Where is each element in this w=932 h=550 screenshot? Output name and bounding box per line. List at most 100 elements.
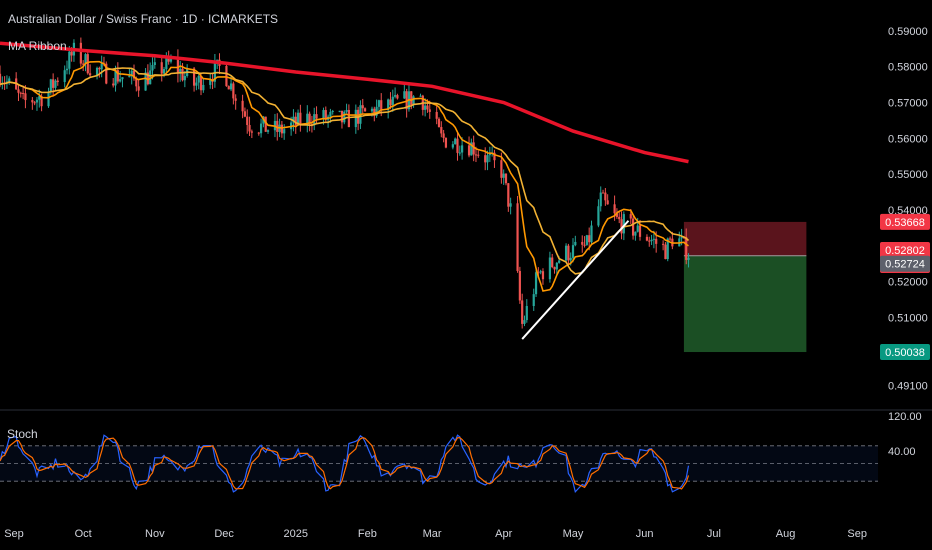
candle-body bbox=[631, 218, 635, 236]
candle bbox=[241, 94, 244, 119]
candle bbox=[454, 137, 457, 145]
candle-body bbox=[292, 116, 295, 123]
candle bbox=[313, 107, 316, 131]
candle-body bbox=[516, 203, 519, 271]
candle bbox=[234, 94, 237, 110]
candle bbox=[472, 135, 475, 162]
candle bbox=[648, 236, 651, 247]
candle bbox=[564, 243, 568, 264]
time-tick-label: Jun bbox=[636, 528, 654, 540]
candle bbox=[604, 188, 607, 206]
candle-body bbox=[345, 109, 348, 112]
candle bbox=[504, 173, 508, 186]
candle bbox=[620, 211, 623, 240]
candle-body bbox=[569, 257, 572, 261]
candle bbox=[461, 137, 464, 160]
candle-body bbox=[8, 78, 11, 82]
candle-body bbox=[167, 57, 170, 62]
candle-body bbox=[442, 133, 445, 138]
candle-body bbox=[361, 105, 364, 109]
price-tick-label: 0.56000 bbox=[888, 133, 928, 145]
candle-body bbox=[553, 267, 556, 270]
candle bbox=[403, 82, 406, 99]
candle bbox=[119, 71, 122, 83]
candle bbox=[440, 121, 443, 138]
candle-body bbox=[324, 110, 327, 120]
candle bbox=[225, 64, 228, 87]
candle-body bbox=[509, 203, 512, 207]
candle-body bbox=[114, 70, 117, 86]
price-tick-label: 0.52000 bbox=[888, 277, 928, 289]
candle-body bbox=[144, 72, 147, 91]
time-tick-label: 2025 bbox=[284, 528, 308, 540]
candle-body bbox=[567, 245, 570, 261]
candle-body bbox=[574, 241, 577, 246]
axes: 0.590000.580000.570000.560000.550000.540… bbox=[4, 26, 930, 540]
candle bbox=[467, 136, 471, 158]
candle-body bbox=[666, 238, 669, 260]
candle bbox=[121, 77, 124, 88]
candle-body bbox=[394, 95, 397, 97]
stop-price-tag-bg bbox=[880, 213, 930, 230]
candle bbox=[331, 109, 334, 115]
candle bbox=[0, 65, 2, 88]
candle-body bbox=[606, 200, 609, 205]
candle-body bbox=[151, 65, 154, 71]
candle-body bbox=[636, 225, 639, 232]
candle-body bbox=[65, 68, 69, 71]
candle bbox=[551, 253, 554, 269]
candle bbox=[315, 106, 318, 124]
candle-body bbox=[363, 108, 367, 112]
candle-body bbox=[391, 96, 394, 106]
candle-body bbox=[33, 102, 36, 104]
candle bbox=[246, 109, 249, 134]
candle-body bbox=[17, 89, 20, 93]
candle-body bbox=[645, 236, 649, 241]
candle-body bbox=[266, 130, 270, 132]
candle bbox=[435, 105, 438, 125]
candle-body bbox=[662, 243, 665, 245]
candle bbox=[502, 169, 505, 185]
candle-body bbox=[313, 114, 316, 126]
candle bbox=[567, 243, 570, 265]
candle bbox=[132, 64, 136, 81]
candle-body bbox=[650, 239, 653, 242]
candle bbox=[8, 76, 11, 85]
candle-body bbox=[146, 72, 149, 85]
candle-body bbox=[537, 272, 540, 274]
candle-body bbox=[652, 238, 655, 240]
candle bbox=[613, 195, 616, 221]
candle-body bbox=[387, 99, 390, 111]
time-tick-label: Jul bbox=[707, 528, 721, 540]
candle bbox=[553, 266, 556, 274]
ma-slow-line bbox=[0, 67, 690, 275]
candle bbox=[456, 131, 459, 161]
trendline-drawing[interactable] bbox=[521, 220, 630, 340]
candle-body bbox=[403, 91, 406, 99]
candle bbox=[153, 55, 156, 69]
candle bbox=[202, 78, 205, 93]
candle-body bbox=[31, 100, 34, 103]
candle-body bbox=[116, 70, 119, 82]
position-tool[interactable] bbox=[683, 221, 807, 353]
candle bbox=[38, 89, 41, 108]
candle-body bbox=[638, 225, 642, 237]
candle-body bbox=[648, 240, 651, 242]
candle-body bbox=[132, 70, 136, 79]
candle bbox=[266, 129, 270, 134]
candle bbox=[52, 73, 55, 97]
candle bbox=[259, 118, 263, 138]
candle bbox=[232, 81, 235, 105]
candle bbox=[144, 68, 147, 91]
candle bbox=[444, 137, 448, 149]
candle-body bbox=[169, 58, 173, 62]
candle-body bbox=[685, 237, 688, 260]
candle bbox=[532, 288, 535, 311]
candle-body bbox=[149, 70, 152, 85]
candle bbox=[354, 104, 357, 134]
candle-body bbox=[40, 96, 43, 107]
chart-legend: Australian Dollar / Swiss Franc · 1D · I… bbox=[8, 12, 278, 53]
candle bbox=[250, 129, 253, 139]
candle-body bbox=[539, 271, 542, 273]
